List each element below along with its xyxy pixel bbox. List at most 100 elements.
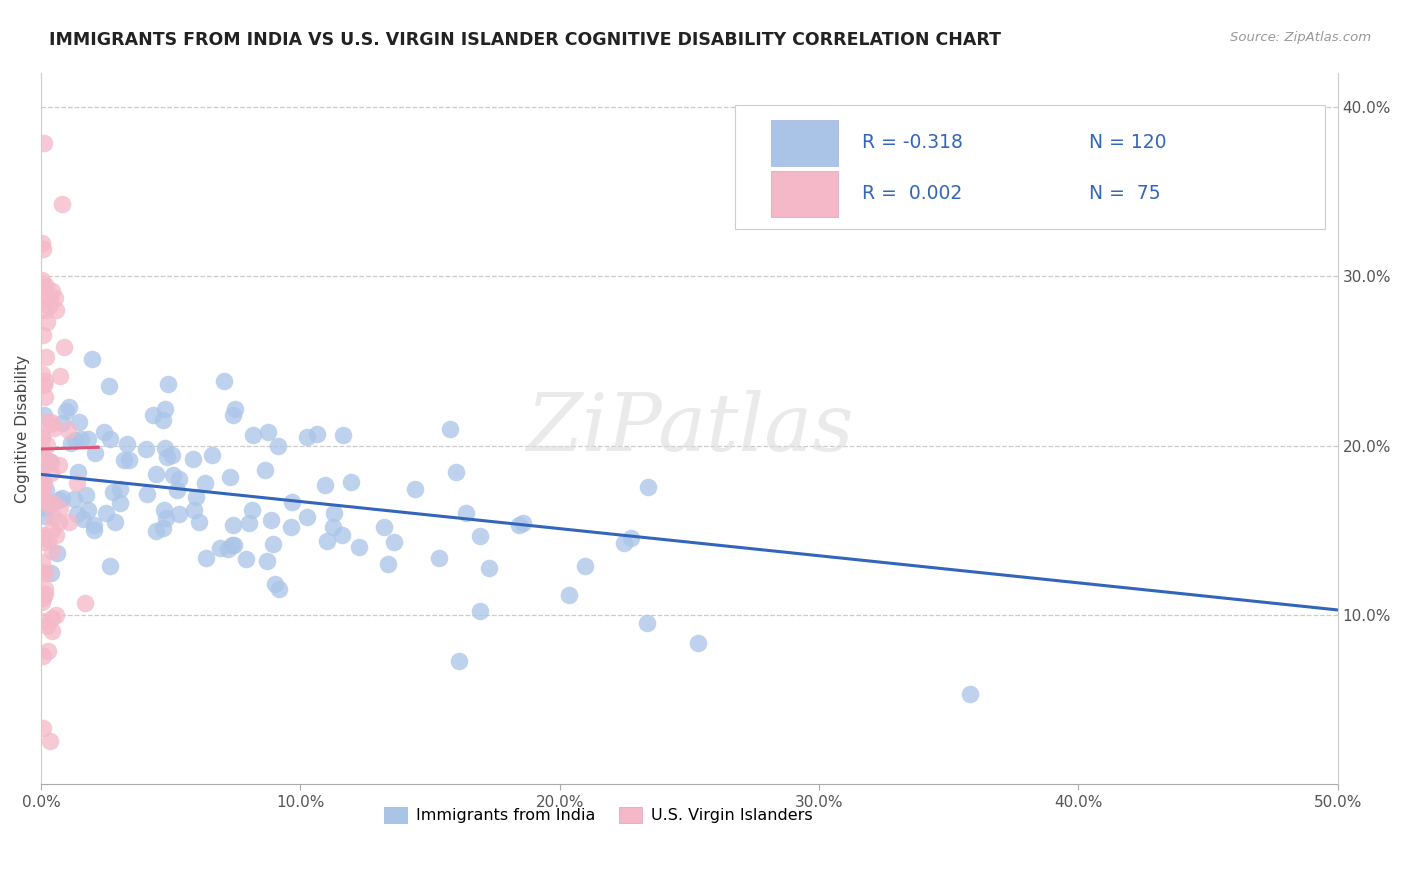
- Point: [153, 441, 176, 455]
- Point: [58, 515, 80, 529]
- Legend: Immigrants from India, U.S. Virgin Islanders: Immigrants from India, U.S. Virgin Islan…: [378, 801, 820, 830]
- Point: [51, 491, 73, 505]
- Point: [39, 293, 62, 307]
- Point: [75, 597, 97, 611]
- Point: [637, 480, 659, 494]
- Point: [156, 450, 179, 465]
- Point: [37, 314, 59, 328]
- Point: [32, 328, 55, 343]
- Point: [31, 483, 53, 497]
- Point: [221, 538, 243, 552]
- Point: [94, 506, 117, 520]
- Point: [82, 352, 104, 367]
- Point: [31, 475, 53, 490]
- Point: [83, 517, 105, 532]
- Point: [98, 379, 121, 393]
- Point: [112, 452, 135, 467]
- Point: [39, 415, 62, 429]
- Point: [101, 485, 124, 500]
- Point: [162, 467, 184, 482]
- Point: [32, 528, 55, 542]
- Point: [382, 535, 405, 549]
- Point: [222, 538, 245, 552]
- Text: N =  75: N = 75: [1088, 185, 1160, 203]
- Point: [48, 493, 70, 508]
- Point: [449, 655, 471, 669]
- Text: IMMIGRANTS FROM INDIA VS U.S. VIRGIN ISLANDER COGNITIVE DISABILITY CORRELATION C: IMMIGRANTS FROM INDIA VS U.S. VIRGIN ISL…: [49, 31, 1001, 49]
- Point: [35, 483, 58, 497]
- Point: [512, 516, 534, 531]
- Point: [67, 415, 90, 429]
- Point: [201, 449, 224, 463]
- Point: [152, 413, 174, 427]
- Point: [46, 546, 69, 560]
- Point: [281, 495, 304, 509]
- Point: [44, 303, 66, 318]
- Point: [34, 350, 56, 364]
- Text: Source: ZipAtlas.com: Source: ZipAtlas.com: [1230, 31, 1371, 45]
- Point: [468, 529, 491, 543]
- Point: [32, 476, 55, 491]
- Point: [444, 465, 467, 479]
- Point: [39, 466, 62, 480]
- Point: [157, 376, 180, 391]
- Point: [83, 523, 105, 537]
- Point: [76, 503, 98, 517]
- Point: [118, 453, 141, 467]
- Point: [188, 515, 211, 529]
- FancyBboxPatch shape: [735, 105, 1324, 229]
- Point: [574, 558, 596, 573]
- Point: [169, 508, 191, 522]
- Point: [295, 510, 318, 524]
- Point: [136, 487, 159, 501]
- Point: [314, 478, 336, 492]
- Point: [262, 537, 284, 551]
- Point: [35, 566, 58, 580]
- Point: [558, 588, 581, 602]
- Point: [257, 425, 280, 439]
- Point: [63, 433, 86, 447]
- Point: [183, 503, 205, 517]
- Text: N = 120: N = 120: [1088, 134, 1166, 153]
- Point: [222, 409, 245, 423]
- Point: [41, 610, 63, 624]
- Point: [267, 582, 290, 596]
- Point: [108, 482, 131, 496]
- Point: [315, 534, 337, 549]
- Point: [48, 458, 70, 472]
- Point: [34, 535, 56, 549]
- Point: [166, 483, 188, 497]
- Point: [155, 402, 177, 417]
- Point: [41, 284, 63, 298]
- Point: [259, 513, 281, 527]
- Point: [34, 390, 56, 404]
- Point: [478, 561, 501, 575]
- Point: [209, 541, 232, 556]
- Point: [332, 527, 354, 541]
- Point: [31, 442, 53, 456]
- Point: [256, 554, 278, 568]
- Point: [688, 636, 710, 650]
- Point: [31, 721, 53, 735]
- Point: [31, 458, 53, 472]
- Point: [42, 421, 65, 435]
- Point: [31, 430, 53, 444]
- Point: [508, 518, 530, 533]
- Point: [153, 503, 176, 517]
- Point: [35, 618, 58, 632]
- Point: [31, 431, 53, 445]
- Point: [31, 367, 53, 381]
- Point: [332, 428, 354, 442]
- Point: [167, 472, 190, 486]
- Point: [44, 291, 66, 305]
- Point: [93, 425, 115, 439]
- Point: [183, 451, 205, 466]
- Point: [194, 476, 217, 491]
- FancyBboxPatch shape: [770, 120, 838, 166]
- Point: [32, 493, 55, 508]
- Point: [98, 559, 121, 574]
- Point: [34, 415, 56, 429]
- Point: [48, 515, 70, 529]
- Point: [55, 404, 77, 418]
- Point: [41, 544, 63, 558]
